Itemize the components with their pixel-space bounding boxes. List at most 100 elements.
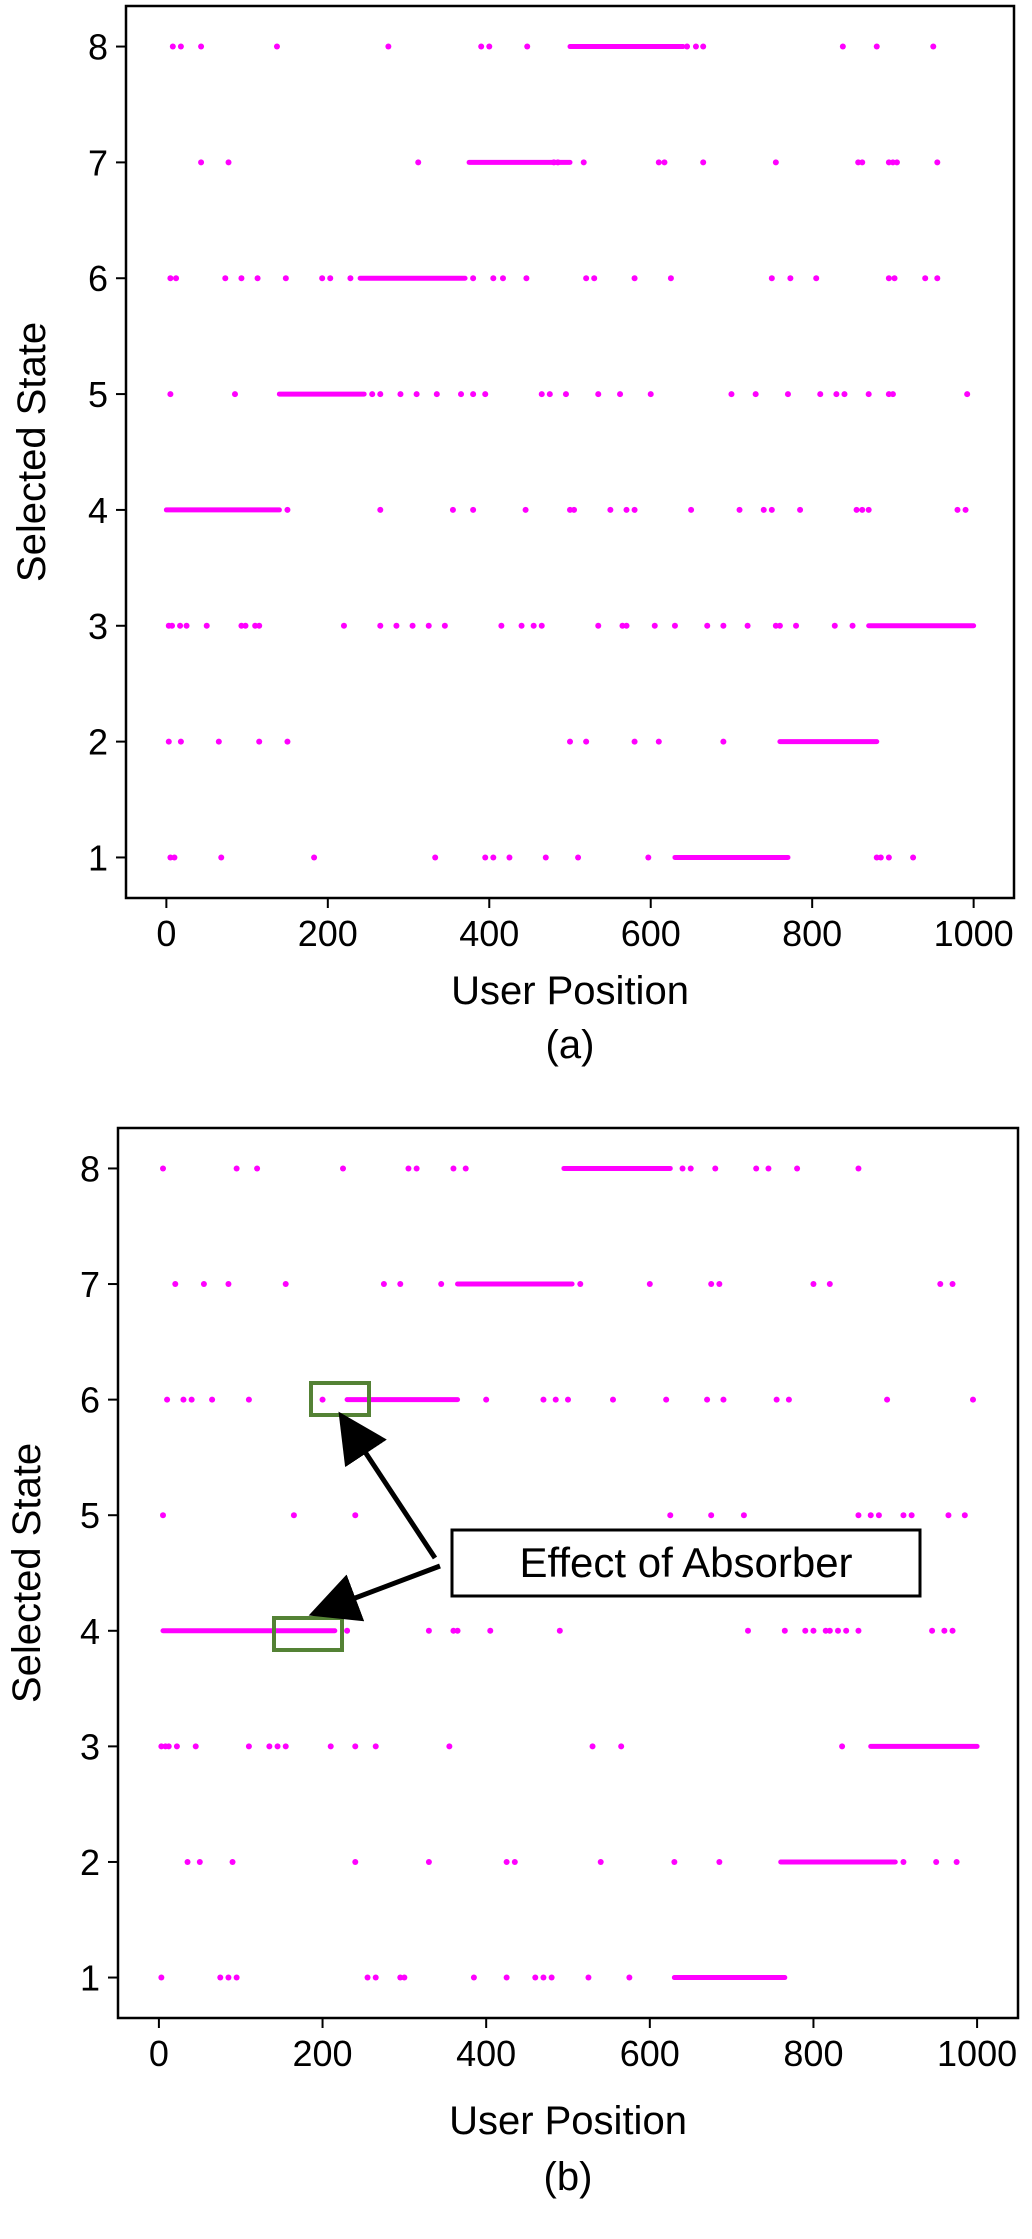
x-tick-label: 200 [293, 2033, 353, 2074]
data-point [196, 1858, 203, 1865]
data-point [768, 275, 775, 282]
data-point [160, 1512, 166, 1519]
data-point [397, 391, 404, 398]
data-point [865, 391, 872, 398]
data-point [964, 391, 971, 398]
data-point [470, 275, 477, 282]
data-point [282, 1281, 289, 1288]
data-point [736, 506, 743, 513]
data-point [922, 275, 929, 282]
data-point [377, 391, 384, 398]
data-point [438, 1281, 445, 1288]
data-point [160, 1165, 166, 1172]
data-point [684, 43, 691, 50]
data-point [661, 159, 668, 166]
data-point [708, 1281, 715, 1288]
data-point [274, 1743, 281, 1750]
data-point [478, 43, 485, 50]
data-point [833, 391, 840, 398]
x-axis: 0 200 400 600 800 1000 [156, 898, 1014, 954]
data-point [290, 1512, 297, 1519]
data-point [910, 854, 917, 861]
data-point [954, 506, 961, 513]
data-point [645, 854, 652, 861]
x-tick-label: 800 [782, 913, 842, 954]
data-point [458, 391, 465, 398]
data-point [282, 275, 289, 282]
data-point [704, 622, 711, 629]
data-point [655, 738, 662, 745]
scatter-points [163, 43, 977, 861]
annotation-text: Effect of Absorber [519, 1539, 852, 1586]
data-point [961, 1512, 968, 1519]
data-point [835, 1627, 841, 1634]
data-point [700, 43, 707, 50]
data-point [953, 1858, 960, 1865]
data-point [364, 1974, 371, 1981]
data-point [671, 1858, 678, 1865]
data-point [433, 391, 440, 398]
data-point [256, 622, 263, 629]
data-point [839, 43, 846, 50]
data-point [853, 506, 860, 513]
scatter-points [158, 1165, 980, 1981]
data-point [413, 391, 420, 398]
data-point [171, 854, 178, 861]
data-point [245, 1396, 252, 1403]
data-point [768, 506, 775, 513]
y-tick-label: 6 [80, 1380, 100, 1421]
data-point [885, 854, 892, 861]
data-point [245, 1743, 252, 1750]
data-point [797, 506, 804, 513]
data-point [540, 1396, 547, 1403]
data-point [893, 159, 900, 166]
data-point [839, 1743, 846, 1750]
data-point [873, 43, 880, 50]
data-point [173, 275, 180, 282]
y-axis-label: Selected State [5, 1443, 49, 1703]
data-point [217, 1974, 224, 1981]
plot-frame [124, 4, 1016, 900]
data-point [855, 1165, 862, 1172]
y-tick-label: 7 [88, 142, 108, 183]
plot-frame [116, 1126, 1020, 2020]
x-tick-label: 600 [620, 2033, 680, 2074]
data-point [671, 622, 678, 629]
x-tick-label: 800 [783, 2033, 843, 2074]
data-point [167, 391, 174, 398]
data-point [900, 1512, 907, 1519]
data-point [776, 622, 783, 629]
data-point [787, 275, 794, 282]
data-point [449, 506, 456, 513]
data-point [319, 1396, 326, 1403]
data-point [538, 391, 545, 398]
data-point [970, 1396, 976, 1403]
data-point [655, 159, 662, 166]
data-point [167, 275, 174, 282]
data-point [700, 159, 707, 166]
data-point [413, 1165, 420, 1172]
data-point [177, 738, 184, 745]
data-point [188, 1396, 195, 1403]
data-point [631, 738, 638, 745]
data-point [647, 391, 654, 398]
panel-caption: (b) [544, 2155, 593, 2199]
data-point [692, 43, 699, 50]
data-point [802, 1627, 809, 1634]
data-point [483, 1396, 490, 1403]
data-point [490, 854, 497, 861]
data-point [941, 1627, 948, 1634]
data-point [470, 1974, 477, 1981]
data-point [486, 43, 493, 50]
data-point [454, 1627, 461, 1634]
data-point [470, 391, 477, 398]
data-point [222, 275, 229, 282]
x-tick-label: 400 [456, 2033, 516, 2074]
data-point [875, 1512, 882, 1519]
data-point [589, 1743, 596, 1750]
y-axis: 1 2 3 4 5 6 7 8 [80, 1148, 118, 1999]
data-point [218, 854, 225, 861]
data-point [933, 1858, 940, 1865]
data-point [708, 1512, 715, 1519]
